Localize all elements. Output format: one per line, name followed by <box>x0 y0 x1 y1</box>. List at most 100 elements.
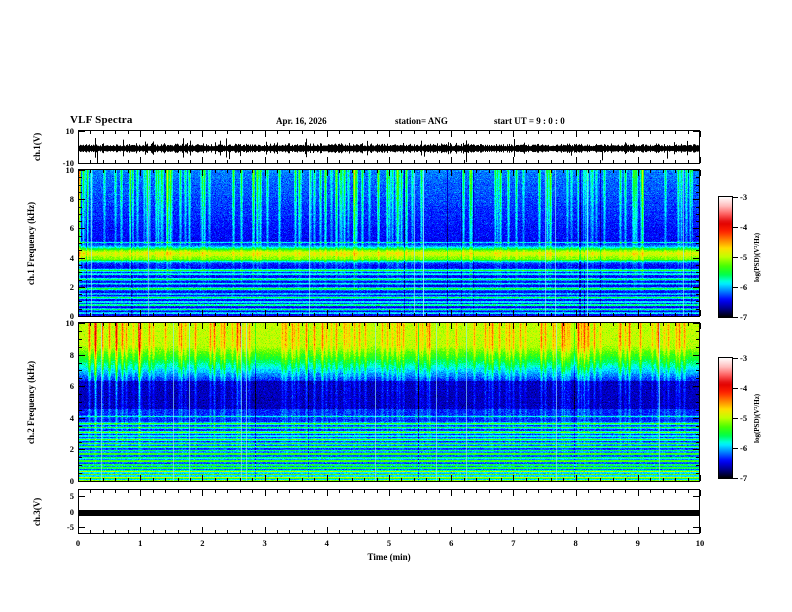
x-tick-bottom <box>439 313 440 316</box>
x-tick-top <box>339 170 340 173</box>
y-tick-minor <box>79 442 82 443</box>
x-tick-bottom <box>327 157 328 163</box>
x-tick-top <box>140 490 141 496</box>
x-tick-top <box>401 170 402 173</box>
y-tick-minor <box>696 280 699 281</box>
x-tick-top <box>153 131 154 134</box>
x-tick-top <box>140 323 141 329</box>
x-tick-bottom <box>377 478 378 481</box>
y-tick-minor <box>79 378 82 379</box>
x-tick-top <box>289 490 290 493</box>
y-tick-minor <box>79 457 82 458</box>
x-tick-bottom <box>401 478 402 481</box>
y-tick-minor <box>696 272 699 273</box>
y-tick-label: 8 <box>69 194 74 204</box>
x-tick-bottom <box>128 530 129 533</box>
x-tick-top <box>538 323 539 326</box>
x-tick-bottom <box>90 478 91 481</box>
x-tick-top <box>700 170 701 176</box>
x-tick-top <box>688 170 689 173</box>
x-tick-bottom <box>489 478 490 481</box>
y-tick-minor <box>696 394 699 395</box>
y-tick-minor <box>696 347 699 348</box>
x-tick-bottom <box>277 530 278 533</box>
y-tick-minor <box>696 339 699 340</box>
x-tick-bottom <box>625 530 626 533</box>
x-tick-bottom <box>414 313 415 316</box>
x-tick-bottom <box>289 478 290 481</box>
x-tick-top <box>613 131 614 134</box>
x-tick-label: 7 <box>511 538 516 548</box>
x-tick-bottom <box>115 160 116 163</box>
x-tick-top <box>339 131 340 134</box>
x-tick-bottom <box>588 160 589 163</box>
x-tick-top <box>78 131 79 137</box>
colorbar-ch2 <box>718 357 733 479</box>
x-tick-top <box>215 323 216 326</box>
axis-title-ch3-voltage: ch.3(V) <box>32 497 42 526</box>
x-tick-bottom <box>538 478 539 481</box>
y-tick-minor <box>79 243 82 244</box>
y-tick-label: 6 <box>69 223 74 233</box>
x-tick-top <box>90 170 91 173</box>
x-tick-top <box>675 490 676 493</box>
x-tick-top <box>464 323 465 326</box>
colorbar-tick <box>733 287 738 288</box>
x-tick-top <box>377 131 378 134</box>
axis-title-ch1-frequency: ch.1 Frequency (kHz) <box>26 201 36 285</box>
x-tick-top <box>563 490 564 493</box>
y-tick-minor <box>696 236 699 237</box>
x-tick-top <box>663 323 664 326</box>
x-tick-top <box>190 131 191 134</box>
colorbar-tick-label: -4 <box>740 383 748 393</box>
x-tick-bottom <box>563 530 564 533</box>
y-tick-left <box>79 131 85 132</box>
x-tick-top <box>389 323 390 329</box>
x-tick-bottom <box>339 530 340 533</box>
x-tick-top <box>638 170 639 176</box>
panel-ch3-voltage <box>78 489 700 534</box>
x-tick-bottom <box>103 530 104 533</box>
x-tick-top <box>663 131 664 134</box>
x-tick-top <box>90 323 91 326</box>
y-tick-minor <box>79 301 82 302</box>
x-tick-top <box>476 490 477 493</box>
x-tick-top <box>215 131 216 134</box>
x-tick-bottom <box>252 478 253 481</box>
y-tick-label: 10 <box>65 165 75 175</box>
x-tick-bottom <box>178 478 179 481</box>
x-tick-bottom <box>202 475 203 481</box>
y-tick-right <box>693 481 699 482</box>
x-tick-bottom <box>489 313 490 316</box>
x-tick-bottom <box>501 478 502 481</box>
x-tick-top <box>153 170 154 173</box>
y-tick-left <box>79 170 85 171</box>
x-tick-bottom <box>78 527 79 533</box>
y-tick-left <box>79 163 85 164</box>
x-tick-label: 9 <box>635 538 640 548</box>
y-tick-minor <box>696 442 699 443</box>
x-tick-top <box>103 131 104 134</box>
x-tick-top <box>90 131 91 134</box>
colorbar-tick <box>733 358 738 359</box>
x-tick-bottom <box>314 530 315 533</box>
y-tick-right <box>693 355 699 356</box>
x-tick-top <box>551 323 552 326</box>
y-tick-minor <box>696 177 699 178</box>
x-tick-bottom <box>426 160 427 163</box>
x-tick-top <box>90 490 91 493</box>
x-tick-label: 8 <box>573 538 578 548</box>
x-tick-top <box>625 323 626 326</box>
x-tick-bottom <box>426 530 427 533</box>
x-tick-top <box>638 490 639 496</box>
y-tick-right <box>693 496 699 497</box>
x-tick-top <box>265 170 266 176</box>
x-tick-bottom <box>650 160 651 163</box>
x-tick-bottom <box>178 160 179 163</box>
x-tick-bottom <box>588 478 589 481</box>
y-tick-right <box>693 512 699 513</box>
y-tick-label: -10 <box>62 158 74 168</box>
y-tick-right <box>693 163 699 164</box>
x-tick-bottom <box>202 527 203 533</box>
x-tick-top <box>153 323 154 326</box>
